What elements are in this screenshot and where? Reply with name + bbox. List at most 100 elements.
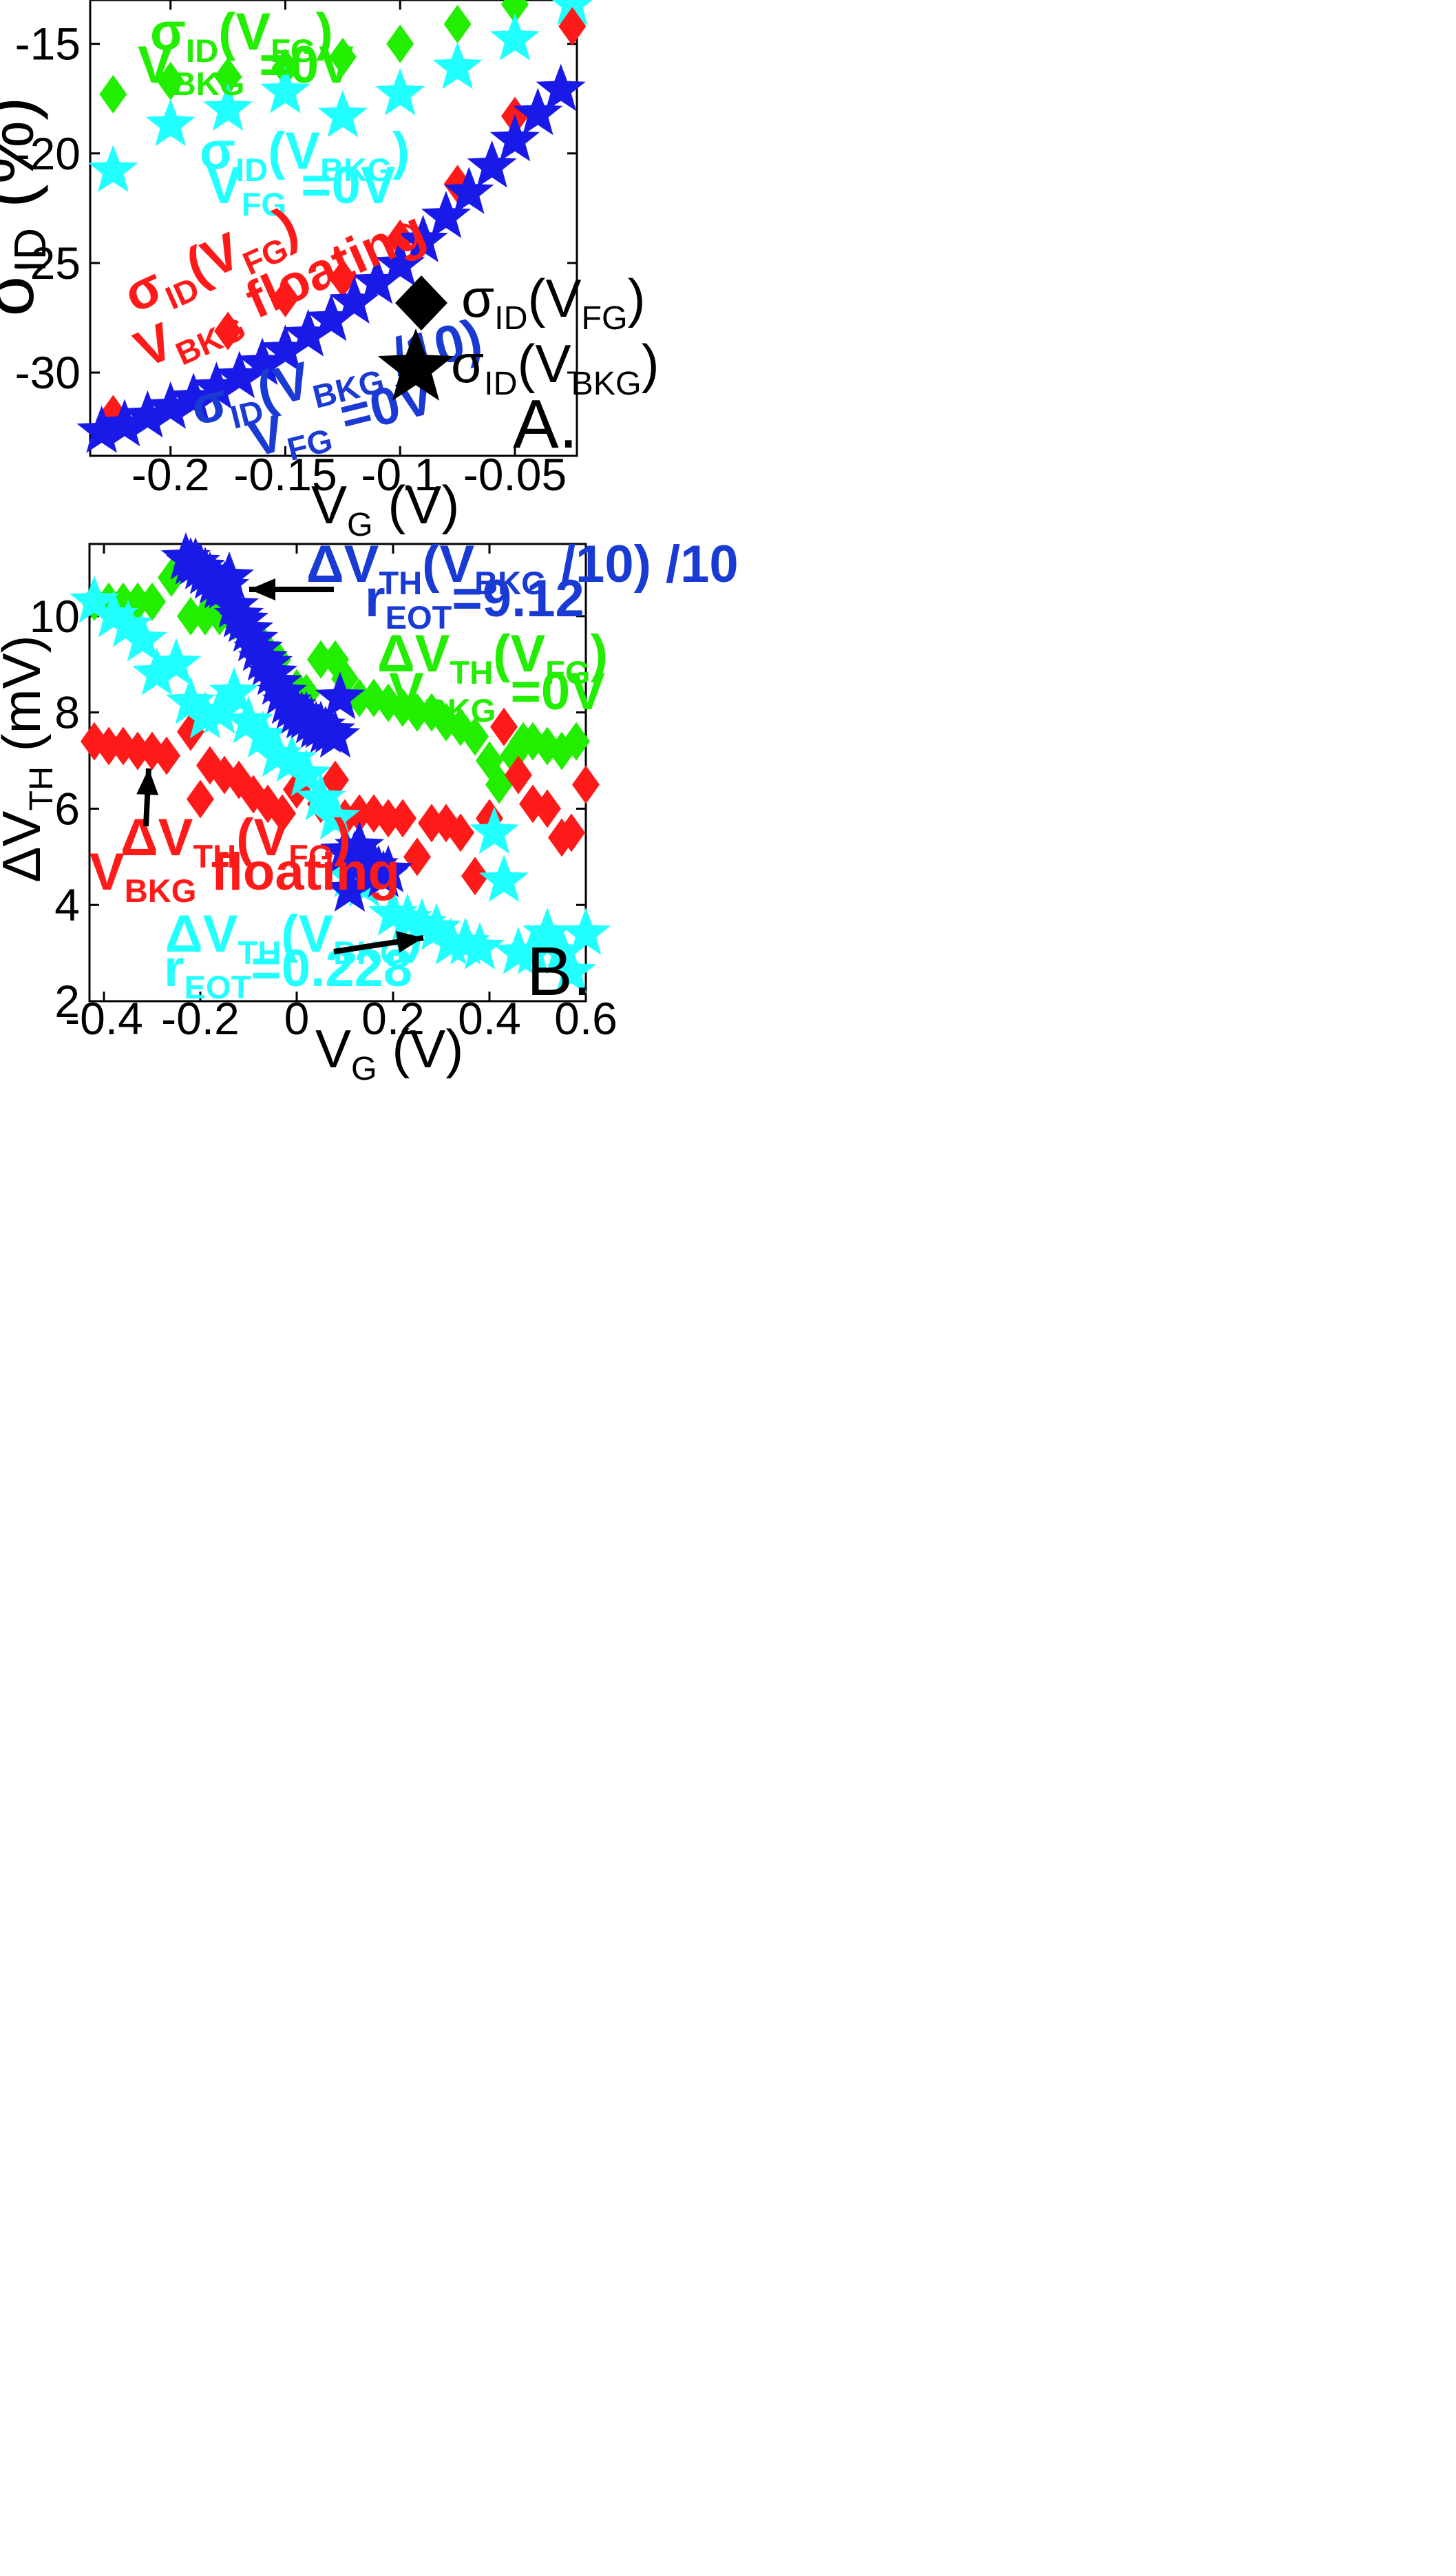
annotation-green-B-line1-part: ) bbox=[591, 625, 608, 683]
annotation-green-A-line2-part: BKG bbox=[173, 65, 245, 102]
star-marker bbox=[223, 695, 274, 744]
diamond-marker bbox=[156, 61, 184, 101]
star-marker bbox=[489, 114, 540, 162]
diamond-marker bbox=[386, 219, 414, 258]
legend-entry-1-part: (V bbox=[518, 333, 571, 394]
legend-entry-0-part: ID bbox=[494, 300, 527, 337]
diamond-marker bbox=[214, 311, 242, 350]
series-A-3 bbox=[76, 63, 586, 453]
star-marker bbox=[432, 41, 483, 90]
annotation-green-B: ΔVTH(VFG)VBKG =0V bbox=[377, 625, 608, 729]
star-marker bbox=[310, 710, 361, 758]
y-tick-label: -15 bbox=[15, 19, 81, 70]
diamond-marker bbox=[534, 789, 561, 828]
x-axis-title-B-part: V bbox=[315, 1018, 351, 1079]
annotation-cyan-A-line1-part: (V bbox=[268, 122, 320, 180]
annotation-red-B-line1-part: ΔV bbox=[120, 808, 193, 867]
annotation-blue-B-line2-part: =9.12 bbox=[452, 569, 584, 628]
annotation-green-A: σID(VFG)VBKG =0V bbox=[138, 3, 354, 102]
panel-label-B: B. bbox=[527, 933, 591, 1010]
star-marker bbox=[375, 239, 425, 286]
star-marker bbox=[375, 67, 425, 116]
y-axis-title-B-part: (mV) bbox=[0, 635, 52, 766]
x-axis-title-B-part: G bbox=[351, 1050, 377, 1087]
diamond-marker bbox=[271, 278, 299, 317]
diamond-marker bbox=[177, 596, 204, 636]
y-tick-label: -30 bbox=[15, 347, 81, 398]
y-tick-label: 8 bbox=[54, 687, 80, 738]
y-tick-label: -20 bbox=[15, 128, 81, 179]
star-marker bbox=[204, 551, 255, 599]
star-marker bbox=[560, 908, 611, 955]
y-axis-title-A-part: (%) bbox=[0, 96, 49, 228]
star-marker bbox=[546, 946, 597, 994]
star-marker bbox=[454, 922, 505, 970]
annotation-green-B-line1: ΔVTH(VFG) bbox=[377, 625, 608, 691]
annotation-blue-B-line1-part: TH bbox=[379, 565, 422, 601]
diamond-marker bbox=[328, 37, 357, 76]
x-tick-label: -0.05 bbox=[463, 449, 567, 500]
diamond-marker bbox=[124, 731, 151, 771]
x-tick-label: -0.4 bbox=[65, 993, 143, 1044]
legend-entry-1-part: ) bbox=[642, 333, 660, 394]
star-marker bbox=[536, 63, 586, 112]
star-marker bbox=[513, 87, 563, 136]
legend-entry-0-part: (V bbox=[528, 268, 582, 328]
x-axis-title-A: VG (V) bbox=[311, 474, 459, 543]
annotation-green-B-line2: VBKG =0V bbox=[389, 662, 605, 729]
star-marker bbox=[99, 399, 150, 447]
annotation-cyan-A: σID(VBKG)VFG =0V bbox=[200, 122, 410, 222]
annotation-cyan-B-line2: rEOT=0.228 bbox=[164, 939, 412, 1005]
annotation-green-A-line1-part: (V bbox=[218, 3, 271, 61]
star-marker bbox=[536, 927, 587, 974]
y-tick-label: 4 bbox=[54, 879, 80, 930]
annotation-red-B-line1-part: (V bbox=[236, 808, 288, 867]
y-axis-title-B-part: TH bbox=[23, 766, 60, 810]
diamond-marker bbox=[386, 24, 414, 63]
star-marker bbox=[329, 276, 379, 324]
star-marker bbox=[306, 293, 357, 342]
legend-entry-0: σID(VFG) bbox=[461, 268, 646, 337]
star-marker bbox=[214, 350, 264, 399]
y-axis-title-A-part: σ bbox=[0, 272, 49, 316]
diamond-marker bbox=[418, 804, 445, 843]
annotation-cyan-B-line2-part: =0.228 bbox=[251, 939, 412, 998]
annotation-blue-B-line2: rEOT=9.12 bbox=[365, 569, 584, 636]
star-marker bbox=[194, 686, 245, 734]
diamond-marker bbox=[268, 794, 296, 833]
star-marker bbox=[69, 575, 120, 623]
star-marker bbox=[363, 845, 414, 892]
legend-entry-0-part: σ bbox=[461, 268, 494, 328]
star-marker bbox=[76, 406, 127, 453]
annotation-blue-B-line2-part: r bbox=[365, 569, 386, 628]
diamond-marker bbox=[191, 596, 219, 636]
diamond-marker bbox=[153, 736, 180, 775]
y-tick-label: 2 bbox=[54, 976, 80, 1027]
star-marker bbox=[131, 647, 182, 695]
star-marker bbox=[507, 927, 558, 974]
x-tick-label: -0.2 bbox=[161, 993, 240, 1044]
diamond-marker bbox=[328, 259, 357, 298]
diamond-marker bbox=[346, 794, 373, 833]
annotation-cyan-B-line1-part: (V bbox=[281, 905, 333, 963]
star-marker bbox=[317, 90, 368, 138]
x-tick-label: -0.1 bbox=[361, 449, 439, 500]
star-marker bbox=[203, 83, 253, 131]
x-tick-label: 0.2 bbox=[361, 993, 425, 1044]
arrow-red-head bbox=[136, 768, 159, 795]
diamond-marker bbox=[374, 799, 402, 838]
diamond-marker bbox=[572, 765, 600, 804]
annotation-cyan-A-line1-part: BKG bbox=[320, 151, 392, 188]
annotation-red-B-line2-part: V bbox=[89, 843, 125, 901]
annotation-cyan-B-line2-part: EOT bbox=[184, 969, 251, 1005]
star-marker bbox=[145, 381, 196, 429]
diamond-marker bbox=[389, 799, 416, 838]
annotation-cyan-B-line1: ΔVTH(VBKG) bbox=[165, 905, 423, 971]
x-axis-title-B: VG (V) bbox=[315, 1018, 463, 1087]
annotation-green-A-line2-part: =0V bbox=[244, 36, 354, 94]
legend-A: σID(VFG)σID(VBKG) bbox=[377, 268, 660, 402]
legend-diamond-marker bbox=[395, 275, 447, 331]
y-axis-title-B-part: ΔV bbox=[0, 810, 52, 882]
